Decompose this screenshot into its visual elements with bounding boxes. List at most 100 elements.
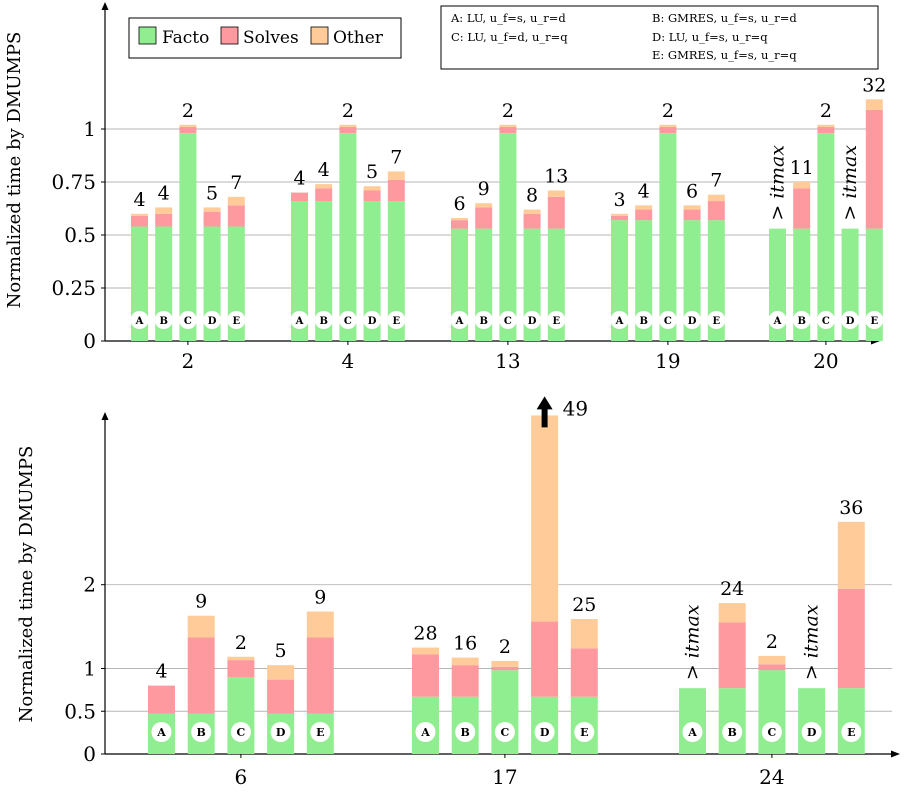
bar-segment-solves xyxy=(707,201,725,221)
bar-segment-other xyxy=(758,655,786,665)
bar-variant-letter: D xyxy=(208,316,217,327)
bar-variant-badge xyxy=(792,311,811,329)
bar-segment-solves xyxy=(187,637,215,714)
y-tick-label: 0.5 xyxy=(64,699,96,723)
bar-segment-solves xyxy=(148,685,175,714)
bar-segment-other xyxy=(203,207,221,212)
bar-variant-badge xyxy=(841,722,862,742)
bar-data-label: 24 xyxy=(720,578,744,600)
legend-swatch-solves xyxy=(220,26,239,45)
bar-variant-badge xyxy=(310,722,331,742)
bar-segment-other xyxy=(865,99,883,110)
bar-variant-badge xyxy=(270,722,291,742)
bar-variant-badge xyxy=(574,722,595,742)
bar-variant-letter: D xyxy=(807,726,817,739)
bar-data-label: 2 xyxy=(502,100,514,122)
bar-segment-other xyxy=(451,218,468,221)
bar-segment-solves xyxy=(635,209,653,221)
bar-variant-badge xyxy=(634,311,653,329)
bar-segment-facto xyxy=(315,201,333,341)
variant-legend-e: E: GMRES, u_f=s, u_r=q xyxy=(652,48,797,62)
bar-data-label: 28 xyxy=(413,623,437,645)
bar-variant-letter: B xyxy=(319,316,327,327)
bar-data-label: 2 xyxy=(182,100,194,122)
bar-variant-badge xyxy=(474,311,493,329)
bar-segment-solves xyxy=(758,664,786,671)
bar-variant-badge xyxy=(203,311,222,329)
bar-variant-letter: C xyxy=(501,726,510,739)
legend-swatch-facto xyxy=(138,26,157,45)
bar-segment-solves xyxy=(306,637,334,714)
bar-segment-solves xyxy=(547,196,565,229)
bar-data-label: 13 xyxy=(544,165,568,187)
variant-legend-d: D: LU, u_f=s, u_r=q xyxy=(652,30,768,44)
bar-segment-other xyxy=(659,124,677,127)
bar-segment-solves xyxy=(179,126,197,134)
bar-variant-letter: E xyxy=(580,726,588,739)
bar-data-label: 2 xyxy=(766,631,778,653)
bar-data-label: 9 xyxy=(314,587,326,609)
bar-variant-badge xyxy=(154,311,173,329)
bar-variant-badge xyxy=(191,722,212,742)
bar-segment-other xyxy=(523,209,541,214)
bar-segment-solves xyxy=(203,211,221,227)
bar-segment-facto xyxy=(798,688,826,754)
bar-segment-other xyxy=(547,190,565,197)
bar-variant-letter: E xyxy=(552,316,560,327)
bar-variant-letter: A xyxy=(156,726,166,739)
bar-data-label: 2 xyxy=(235,632,247,654)
bar-segment-other xyxy=(491,660,519,667)
bar-variant-badge xyxy=(387,311,406,329)
bar-data-label: > itmax xyxy=(839,145,861,221)
bar-segment-other xyxy=(179,124,197,127)
bar-segment-facto xyxy=(837,688,865,754)
bar-variant-badge xyxy=(761,722,782,742)
bar-segment-solves xyxy=(291,192,308,202)
bar-segment-solves xyxy=(865,109,883,229)
bar-segment-facto xyxy=(387,201,405,341)
bar-data-label: 11 xyxy=(790,157,814,179)
bar-segment-other xyxy=(187,615,215,638)
bar-data-label: 4 xyxy=(133,189,145,211)
bar-variant-badge xyxy=(314,311,333,329)
bar-segment-facto xyxy=(179,133,197,341)
bar-data-label: 2 xyxy=(499,636,511,658)
bar-segment-solves xyxy=(837,588,865,689)
bar-segment-solves xyxy=(683,209,701,221)
y-tick-label: 0.75 xyxy=(51,170,96,194)
bar-variant-letter: A xyxy=(295,316,304,327)
bar-variant-letter: C xyxy=(344,316,352,327)
bar-data-label: 5 xyxy=(366,161,378,183)
x-axis-arrow xyxy=(891,750,900,758)
bar-variant-letter: E xyxy=(847,726,855,739)
bar-data-label: 16 xyxy=(453,633,477,655)
bar-segment-other xyxy=(635,205,653,210)
bar-segment-facto xyxy=(659,133,677,341)
bar-variant-badge xyxy=(498,311,517,329)
bar-segment-other xyxy=(611,213,628,216)
bar-data-label: > itmax xyxy=(767,145,789,221)
bar-variant-letter: A xyxy=(615,316,624,327)
bar-variant-badge xyxy=(227,311,246,329)
y-axis-label: Normalized time by DMUMPS xyxy=(16,446,37,723)
bar-variant-badge xyxy=(494,722,515,742)
x-tick-label: 17 xyxy=(492,765,517,789)
bar-segment-other xyxy=(363,186,381,191)
legend-swatch-other xyxy=(310,26,329,45)
bar-variant-letter: D xyxy=(528,316,537,327)
bar-segment-solves xyxy=(131,215,148,227)
x-tick-label: 6 xyxy=(235,765,248,789)
chart-bottom-panel: 0 0.5 1 2 Normalized time by DMUMPS 6 A 4 B 9 C 2 D 5… xyxy=(16,396,900,789)
bar-segment-other xyxy=(451,657,479,666)
bar-segment-solves xyxy=(659,126,677,134)
bar-segment-other xyxy=(718,603,746,623)
bar-segment-facto xyxy=(718,688,746,754)
variant-legend-c: C: LU, u_f=d, u_r=q xyxy=(451,30,568,44)
bar-segment-facto xyxy=(683,220,701,341)
bar-segment-other xyxy=(499,124,517,127)
bar-variant-letter: A xyxy=(135,316,144,327)
bar-data-label: 9 xyxy=(195,591,207,613)
variant-legend-frame xyxy=(440,5,879,70)
series-legend-frame xyxy=(128,17,402,59)
